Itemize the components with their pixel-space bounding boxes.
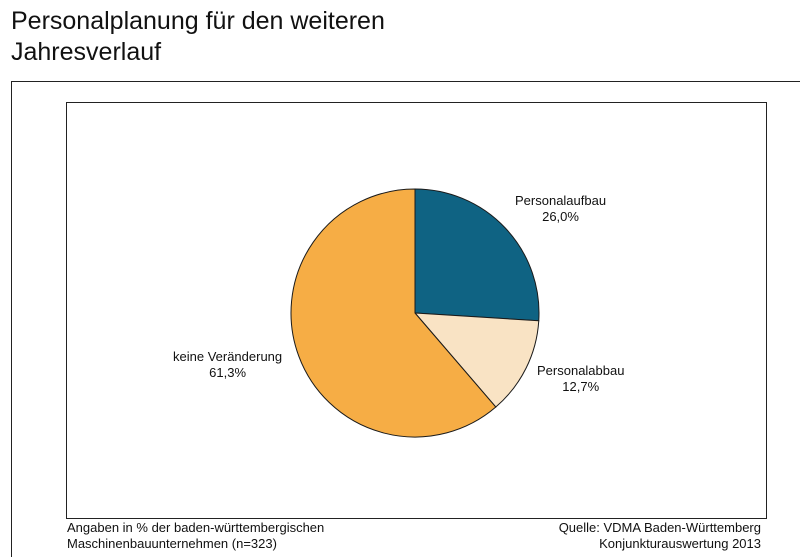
outer-frame (11, 81, 800, 557)
slice-name-personalabbau: Personalabbau (537, 363, 625, 378)
pie-slice-personalaufbau (414, 188, 540, 322)
slice-value-personalaufbau: 26,0% (542, 209, 579, 224)
footer-source-line-1: Quelle: VDMA Baden-Württemberg (558, 520, 761, 535)
slice-label-personalaufbau: Personalaufbau 26,0% (515, 193, 606, 225)
footer-source-line-2: Konjunkturauswertung 2013 (599, 536, 761, 551)
footer-note: Angaben in % der baden-württembergischen… (67, 520, 324, 552)
footer-note-line-2: Maschinenbauunternehmen (n=323) (67, 536, 277, 551)
pie-slice-keine-ver-nderung (290, 188, 497, 438)
slice-value-keine-veraenderung: 61,3% (209, 365, 247, 380)
slice-name-personalaufbau: Personalaufbau (515, 193, 607, 208)
slice-value-personalabbau: 12,7% (562, 379, 600, 394)
footer-source: Quelle: VDMA Baden-Württemberg Konjunktu… (440, 520, 761, 552)
slice-name-keine-veraenderung: keine Veränderung (173, 349, 283, 364)
slice-label-personalabbau: Personalabbau 12,7% (537, 363, 624, 395)
slice-label-keine-veraenderung: keine Veränderung 61,3% (173, 349, 282, 381)
chart-title-line-2: Jahresverlauf (11, 38, 162, 66)
footer-note-line-1: Angaben in % der baden-württembergischen (67, 520, 325, 535)
pie-chart (290, 188, 540, 438)
pie-slice-personalabbau (413, 312, 540, 408)
chart-title: Personalplanung für den weiteren Jahresv… (11, 6, 571, 68)
plot-area: Personalaufbau 26,0% Personalabbau 12,7%… (66, 102, 767, 519)
chart-title-line-1: Personalplanung für den weiteren (11, 7, 385, 35)
